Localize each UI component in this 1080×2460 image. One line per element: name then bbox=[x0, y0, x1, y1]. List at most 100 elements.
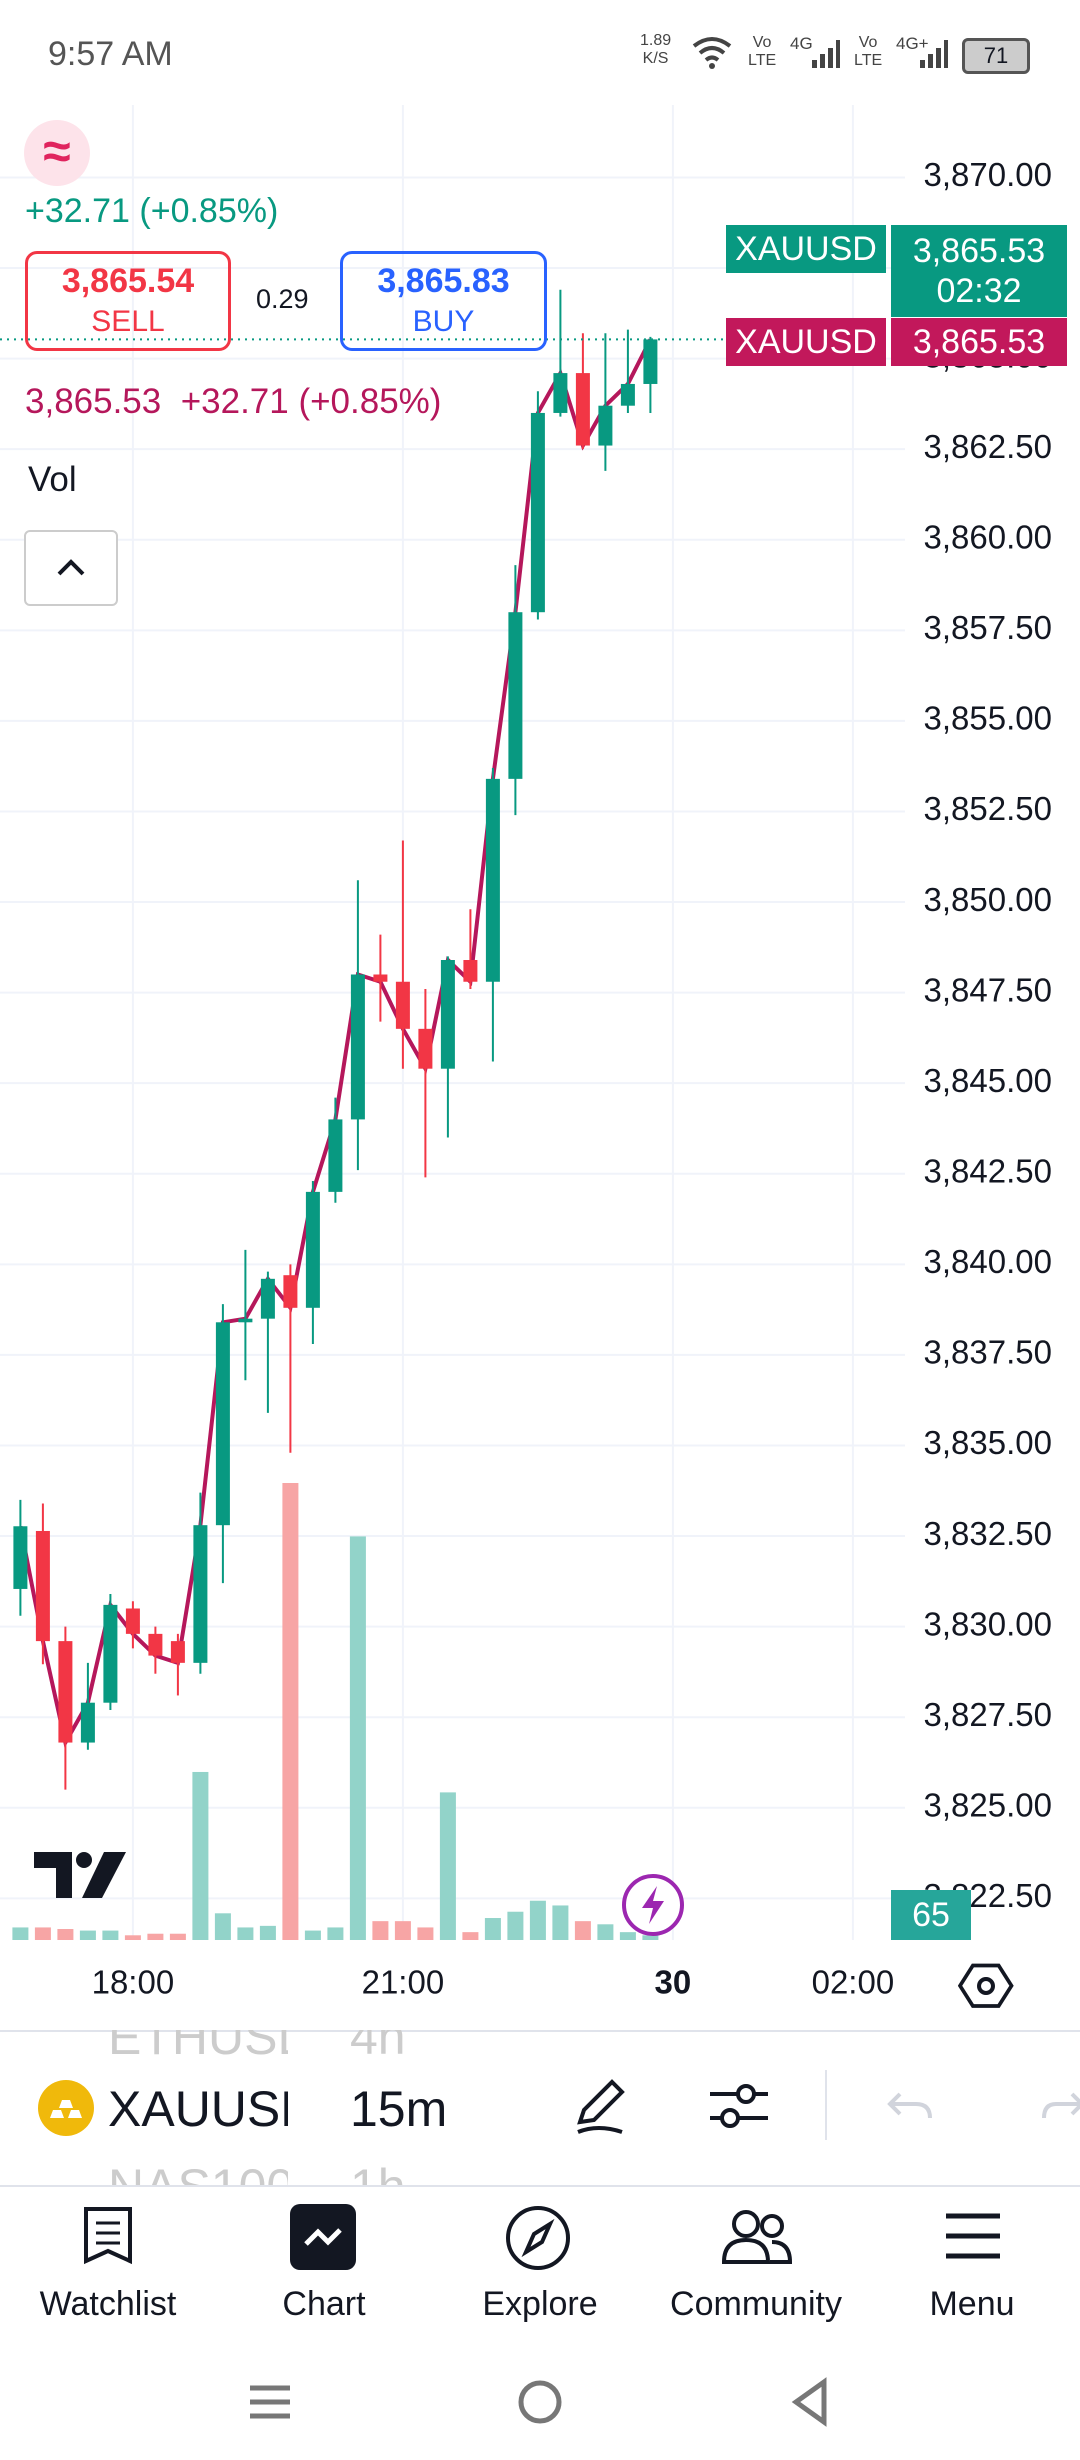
draw-button[interactable] bbox=[568, 2074, 632, 2138]
candle-body bbox=[350, 974, 365, 1120]
y-tick-label: 3,840.00 bbox=[924, 1243, 1052, 1280]
nav-chart[interactable]: Chart bbox=[282, 2285, 366, 2323]
candle-body bbox=[395, 981, 410, 1029]
volume-bar bbox=[169, 1933, 186, 1940]
candle-body bbox=[598, 405, 613, 446]
volume-bar bbox=[507, 1911, 524, 1940]
volume-badge: 65 bbox=[891, 1890, 971, 1940]
sell-button[interactable]: 3,865.54 SELL bbox=[25, 251, 231, 351]
home-button[interactable] bbox=[518, 2380, 562, 2424]
recents-button[interactable] bbox=[250, 2385, 290, 2419]
settings-icon[interactable] bbox=[958, 1958, 1014, 2014]
interval: 15m bbox=[350, 2081, 448, 2137]
nav-community[interactable]: Community bbox=[670, 2285, 842, 2323]
candle-body bbox=[125, 1608, 140, 1634]
nav-watchlist[interactable]: Watchlist bbox=[39, 2285, 177, 2323]
menu-icon bbox=[946, 2213, 1000, 2259]
logo: ≈ bbox=[24, 120, 90, 186]
candle-body bbox=[260, 1278, 275, 1319]
candle-body bbox=[553, 373, 568, 413]
speed: 1.89 bbox=[640, 32, 672, 49]
candle-body bbox=[80, 1702, 95, 1743]
volume-bar bbox=[552, 1905, 569, 1940]
countdown: 02:32 bbox=[936, 272, 1022, 310]
net-speed: 1.89 K/S bbox=[640, 32, 671, 68]
symbol-badge: XAUUSD bbox=[726, 318, 886, 366]
volume-bar bbox=[642, 1935, 659, 1940]
volume-bar bbox=[102, 1930, 119, 1940]
candle-body bbox=[58, 1641, 73, 1743]
prev-symbol: ETHUSD bbox=[108, 2030, 288, 2065]
chart-icon bbox=[290, 2204, 356, 2270]
divider bbox=[825, 2070, 827, 2140]
volume-bar bbox=[79, 1930, 96, 1940]
volume-bar bbox=[574, 1921, 591, 1940]
volume-bar bbox=[619, 1932, 636, 1940]
buy-button[interactable]: 3,865.83 BUY bbox=[340, 251, 547, 351]
nav-menu[interactable]: Menu bbox=[929, 2285, 1015, 2323]
symbol-picker[interactable]: ETHUSD XAUUSD NAS100 bbox=[108, 2030, 288, 2185]
candle-body bbox=[103, 1604, 118, 1703]
y-tick-label: 3,862.50 bbox=[924, 428, 1052, 465]
community-icon bbox=[721, 2210, 793, 2264]
volume-bar bbox=[214, 1913, 231, 1940]
lightning-button[interactable] bbox=[620, 1872, 686, 1938]
volume-bar bbox=[259, 1925, 276, 1940]
explore-icon bbox=[506, 2206, 570, 2270]
candle-body bbox=[508, 612, 523, 779]
candle-body bbox=[418, 1028, 433, 1069]
wifi-icon bbox=[692, 37, 732, 69]
candle-body bbox=[530, 412, 545, 613]
redo-button[interactable] bbox=[1040, 2088, 1080, 2128]
undo-button[interactable] bbox=[886, 2088, 936, 2128]
volume-bar bbox=[349, 1536, 366, 1940]
volume-bar bbox=[597, 1924, 614, 1940]
volte-2: Vo LTE bbox=[854, 34, 882, 70]
candle-body bbox=[373, 974, 388, 982]
candle-body bbox=[485, 778, 500, 982]
y-tick-label: 3,842.50 bbox=[924, 1152, 1052, 1189]
volume-bar bbox=[237, 1927, 254, 1940]
volume-bar bbox=[192, 1771, 209, 1940]
price: 3,865.53 bbox=[912, 232, 1046, 270]
candle-body bbox=[620, 383, 635, 406]
change: +32.71 (+0.85%) bbox=[25, 192, 279, 230]
volume-bar bbox=[124, 1935, 141, 1940]
volume-bar bbox=[327, 1927, 344, 1940]
buy-label: BUY bbox=[412, 305, 475, 338]
volume-bar bbox=[417, 1927, 434, 1940]
volume-bar bbox=[394, 1921, 411, 1940]
last-price: 3,865.53 +32.71 (+0.85%) bbox=[25, 382, 441, 422]
tradingview-logo bbox=[34, 1852, 126, 1898]
y-tick-label: 3,837.50 bbox=[924, 1334, 1052, 1371]
volume-bar bbox=[282, 1483, 299, 1940]
chart: 3,822.503,825.003,827.503,830.003,832.50… bbox=[0, 105, 1052, 2001]
y-tick-label: 3,830.00 bbox=[924, 1605, 1052, 1642]
indicators-button[interactable] bbox=[706, 2078, 772, 2134]
y-tick-label: 3,860.00 bbox=[924, 518, 1052, 555]
lte: LTE bbox=[748, 52, 777, 69]
candle-body bbox=[328, 1119, 343, 1192]
signal-1 bbox=[812, 40, 840, 68]
symbol: XAUUSD bbox=[108, 2081, 288, 2137]
nav-explore[interactable]: Explore bbox=[482, 2285, 598, 2323]
interval-picker[interactable]: 4h 15m 1h bbox=[350, 2030, 480, 2185]
y-tick-label: 3,832.50 bbox=[924, 1515, 1052, 1552]
volume-bar bbox=[484, 1918, 501, 1940]
prev-interval: 4h bbox=[350, 2030, 406, 2065]
candle-body bbox=[283, 1275, 298, 1308]
volume-bar bbox=[372, 1921, 389, 1940]
gold-icon bbox=[38, 2080, 94, 2136]
grid bbox=[0, 105, 905, 1940]
net-1: 4G bbox=[790, 34, 813, 53]
y-tick-label: 3,852.50 bbox=[924, 790, 1052, 827]
y-tick-label: 3,855.00 bbox=[924, 700, 1052, 737]
back-button[interactable] bbox=[791, 2377, 827, 2427]
candle-body bbox=[148, 1633, 163, 1656]
collapse-button[interactable] bbox=[24, 530, 118, 606]
y-tick-label: 3,827.50 bbox=[924, 1696, 1052, 1733]
price-badge: 3,865.53 bbox=[891, 318, 1067, 366]
y-tick-label: 3,857.50 bbox=[924, 609, 1052, 646]
volume-bar bbox=[439, 1792, 456, 1940]
buy-price: 3,865.83 bbox=[377, 262, 510, 300]
